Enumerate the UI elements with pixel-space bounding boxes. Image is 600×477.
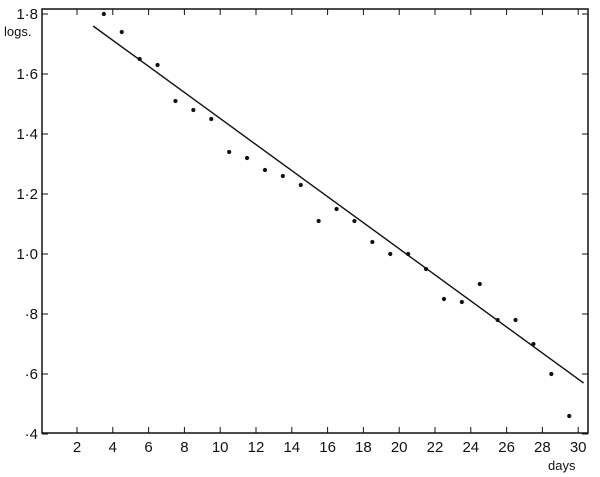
data-point <box>406 251 411 257</box>
x-tick-label: 28 <box>534 439 551 456</box>
y-axis-label: logs. <box>4 24 31 39</box>
data-point <box>191 107 196 113</box>
data-point <box>298 182 303 188</box>
data-point <box>173 98 178 104</box>
data-point <box>280 173 285 179</box>
data-point <box>334 206 339 212</box>
x-tick-label: 4 <box>109 439 117 456</box>
data-point <box>549 371 554 377</box>
data-point <box>155 62 160 68</box>
data-point <box>388 251 393 257</box>
data-point <box>423 266 429 272</box>
x-tick-label: 2 <box>73 439 81 456</box>
y-tick-label: ·4 <box>25 426 38 443</box>
x-tick-label: 16 <box>319 439 336 456</box>
data-point <box>459 299 464 305</box>
x-tick-label: 20 <box>391 439 408 456</box>
x-tick-label: 18 <box>355 439 372 456</box>
x-tick-label: 24 <box>462 439 479 456</box>
y-tick-label: 1·4 <box>16 126 38 143</box>
data-point <box>567 413 572 419</box>
data-point <box>495 317 500 323</box>
plot-frame <box>41 8 589 434</box>
fit-line <box>92 25 584 384</box>
x-tick-label: 26 <box>498 439 515 456</box>
data-point <box>531 341 536 347</box>
y-tick-label: ·6 <box>25 366 38 383</box>
y-tick-label: 1·8 <box>16 6 38 23</box>
x-axis-label: days <box>548 458 576 473</box>
x-tick-label: 30 <box>570 439 587 456</box>
data-point <box>477 281 482 287</box>
data-point <box>137 56 142 62</box>
data-point <box>244 155 250 161</box>
data-point <box>227 149 232 155</box>
y-tick-label: 1·6 <box>16 66 38 83</box>
data-point <box>101 11 106 17</box>
x-tick-label: 8 <box>180 439 188 456</box>
data-point <box>513 317 518 323</box>
x-tick-label: 6 <box>144 439 152 456</box>
data-point <box>352 218 357 224</box>
data-point <box>316 218 321 224</box>
y-tick-label: ·8 <box>25 306 38 323</box>
x-tick-label: 14 <box>283 439 300 456</box>
data-point <box>262 167 268 173</box>
data-point <box>119 29 124 35</box>
x-tick-label: 10 <box>212 439 229 456</box>
x-tick-label: 12 <box>248 439 265 456</box>
data-point <box>370 239 375 245</box>
y-tick-label: 1·0 <box>16 246 38 263</box>
x-tick-label: 22 <box>427 439 444 456</box>
y-tick-label: 1·2 <box>16 186 38 203</box>
data-point <box>209 116 214 122</box>
data-point <box>441 296 447 302</box>
